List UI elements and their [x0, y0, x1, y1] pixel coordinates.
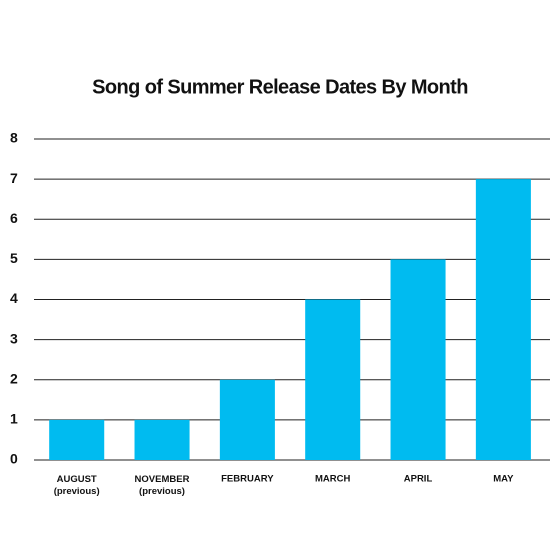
x-tick-label: AUGUST (previous) [54, 474, 100, 497]
x-tick-label: FEBRUARY [221, 474, 274, 485]
y-tick-label: 2 [10, 370, 18, 386]
bar [390, 259, 446, 460]
y-tick-label: 6 [10, 210, 18, 226]
y-tick-label: 8 [10, 130, 18, 146]
x-tick-label: APRIL [404, 474, 433, 485]
bar [134, 419, 190, 460]
bar [305, 299, 361, 460]
bar [219, 379, 275, 460]
x-tick-label: MARCH [315, 474, 350, 485]
y-tick-label: 3 [10, 330, 18, 346]
bar [475, 179, 531, 460]
y-tick-label: 0 [10, 451, 18, 467]
y-tick-label: 5 [10, 250, 18, 266]
y-tick-label: 7 [10, 170, 18, 186]
x-tick-label: NOVEMBER (previous) [135, 474, 190, 497]
chart-title: Song of Summer Release Dates By Month [92, 76, 468, 98]
y-tick-label: 1 [10, 411, 18, 427]
bar [49, 419, 105, 460]
x-tick-label: MAY [493, 474, 514, 485]
y-tick-label: 4 [10, 290, 18, 306]
